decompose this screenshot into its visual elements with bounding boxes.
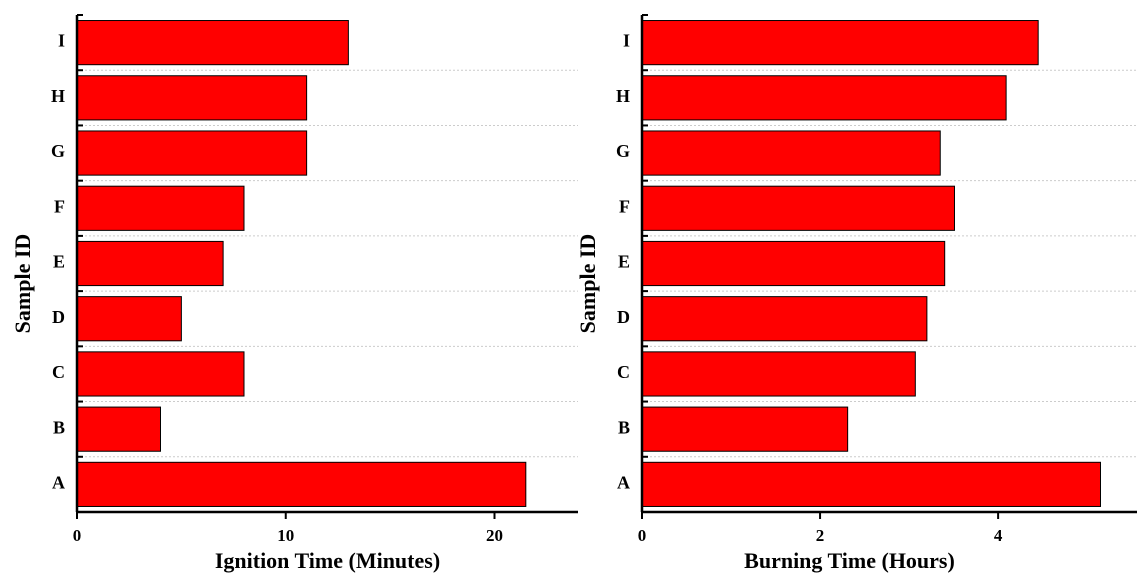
bar xyxy=(641,406,849,452)
x-tick-label: 0 xyxy=(638,526,647,545)
x-tick-label: 20 xyxy=(486,526,503,545)
bar xyxy=(76,296,182,342)
bar xyxy=(641,185,955,231)
y-tick-label: G xyxy=(616,141,630,161)
bar xyxy=(641,130,941,176)
x-tick-label: 4 xyxy=(994,526,1003,545)
bar xyxy=(76,240,224,287)
bar xyxy=(641,351,916,397)
y-tick-label: F xyxy=(54,196,65,216)
x-tick-label: 10 xyxy=(277,526,294,545)
x-tick-label: 2 xyxy=(816,526,825,545)
x-tick-label: 0 xyxy=(73,526,82,545)
bar xyxy=(76,406,161,452)
y-tick-label: G xyxy=(51,141,65,161)
bar xyxy=(641,461,1101,507)
x-axis-title: Ignition Time (Minutes) xyxy=(215,548,440,573)
bar xyxy=(76,185,245,231)
bar xyxy=(641,296,928,342)
y-tick-label: D xyxy=(617,307,630,327)
bar xyxy=(641,20,1039,66)
y-tick-label: H xyxy=(51,86,65,106)
y-tick-label: I xyxy=(623,31,630,51)
bar xyxy=(641,240,946,287)
y-tick-label: B xyxy=(53,417,65,437)
bar xyxy=(76,351,245,397)
y-tick-label: E xyxy=(618,252,630,272)
bar xyxy=(76,130,308,176)
bar xyxy=(76,20,349,66)
y-tick-label: H xyxy=(616,86,630,106)
y-tick-label: C xyxy=(52,362,65,382)
y-tick-label: A xyxy=(617,473,630,493)
y-tick-label: F xyxy=(619,196,630,216)
y-tick-label: B xyxy=(618,417,630,437)
y-tick-label: D xyxy=(52,307,65,327)
y-tick-label: A xyxy=(52,473,65,493)
y-axis-title: Sample ID xyxy=(10,234,35,334)
bar xyxy=(641,75,1007,121)
y-tick-label: E xyxy=(53,252,65,272)
bar xyxy=(76,75,308,121)
y-tick-label: I xyxy=(58,31,65,51)
bar xyxy=(76,461,527,507)
y-tick-label: C xyxy=(617,362,630,382)
x-axis-title: Burning Time (Hours) xyxy=(744,548,955,573)
y-axis-title: Sample ID xyxy=(575,234,600,334)
